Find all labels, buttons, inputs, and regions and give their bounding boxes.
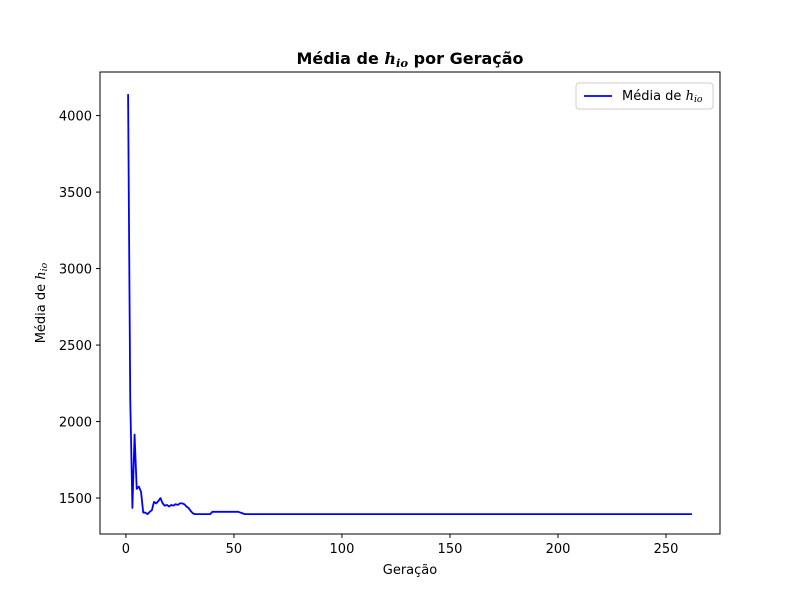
x-tick-label: 100 bbox=[330, 542, 355, 557]
data-layer bbox=[127, 94, 692, 516]
legend: Média de hio bbox=[575, 82, 714, 110]
x-tick-label: 50 bbox=[226, 542, 243, 557]
x-tick-label: 150 bbox=[438, 542, 463, 557]
y-tick-label: 3000 bbox=[59, 263, 92, 278]
y-tick-label: 2500 bbox=[59, 339, 92, 354]
x-tick-label: 200 bbox=[546, 542, 571, 557]
series-line-0 bbox=[127, 94, 692, 516]
y-axis: 1500 2000 2500 3000 3500 4000 bbox=[59, 110, 100, 507]
y-tick-label: 2000 bbox=[59, 416, 92, 431]
y-tick-label: 1500 bbox=[59, 492, 92, 507]
chart-title: Média de hio por Geração bbox=[296, 49, 523, 70]
legend-box bbox=[575, 82, 714, 110]
y-axis-label: Média de hio bbox=[34, 262, 50, 343]
x-tick-label: 250 bbox=[654, 542, 679, 557]
x-axis-label: Geração bbox=[383, 563, 437, 578]
y-tick-label: 4000 bbox=[59, 110, 92, 125]
legend-label: Média de hio bbox=[622, 89, 703, 105]
plot-frame bbox=[99, 71, 721, 535]
y-tick-label: 3500 bbox=[59, 186, 92, 201]
x-tick-label: 0 bbox=[122, 542, 130, 557]
x-axis: 0 50 100 150 200 250 bbox=[122, 534, 679, 557]
